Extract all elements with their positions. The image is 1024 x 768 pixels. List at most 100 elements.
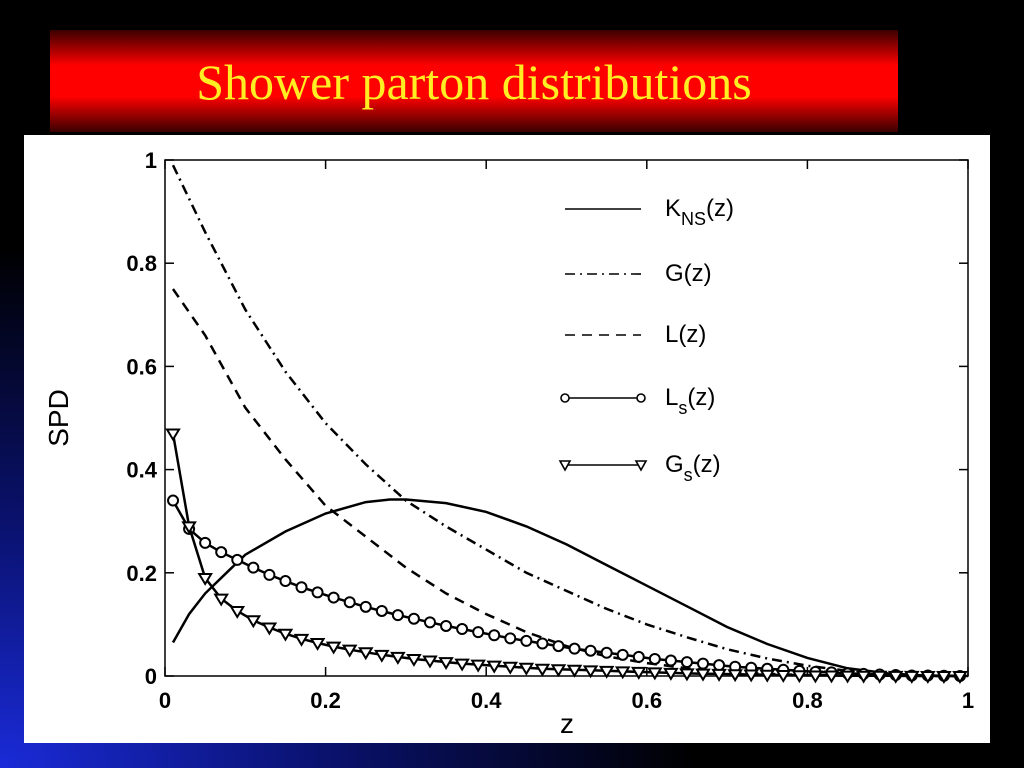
circle-marker bbox=[263, 568, 276, 581]
triangle-marker bbox=[422, 655, 438, 669]
triangle-marker bbox=[887, 670, 904, 684]
triangle-marker bbox=[823, 670, 840, 684]
triangle-marker bbox=[454, 658, 470, 672]
triangle-marker bbox=[679, 668, 695, 682]
triangle-marker bbox=[711, 668, 727, 682]
triangle-marker bbox=[165, 428, 181, 442]
y-tick-label: 0.4 bbox=[126, 458, 157, 483]
circle-marker bbox=[423, 616, 436, 629]
series-line bbox=[171, 164, 969, 678]
triangle-marker bbox=[293, 633, 310, 647]
circle-marker bbox=[713, 659, 726, 672]
x-tick-label: 0.8 bbox=[792, 688, 823, 713]
triangle-marker bbox=[904, 670, 920, 684]
triangle-marker bbox=[277, 628, 294, 642]
series-4 bbox=[165, 428, 968, 684]
triangle-marker bbox=[582, 665, 599, 679]
circle-marker bbox=[472, 626, 485, 639]
triangle-marker bbox=[534, 663, 551, 677]
series-line bbox=[171, 288, 968, 678]
x-tick-label: 0 bbox=[159, 688, 171, 713]
triangle-marker bbox=[631, 666, 647, 680]
circle-marker bbox=[584, 644, 597, 657]
circle-marker bbox=[520, 634, 533, 647]
y-tick-label: 1 bbox=[145, 148, 157, 173]
spd-chart: 0 0.2 0.4 0.6 0.8 1 0 0.2 0.4 0.6 0.8 1 KNS(z) G(z) L… bbox=[43, 148, 974, 739]
triangle-marker bbox=[727, 669, 743, 683]
series-layer bbox=[165, 164, 969, 684]
circle-marker bbox=[488, 629, 501, 642]
triangle-marker bbox=[213, 593, 229, 607]
series-2 bbox=[171, 288, 968, 678]
triangle-marker bbox=[438, 657, 454, 671]
plot-area-frame bbox=[164, 159, 969, 677]
circle-marker bbox=[632, 650, 645, 663]
circle-marker bbox=[359, 600, 372, 613]
circle-marker bbox=[215, 546, 228, 559]
triangle-marker bbox=[839, 670, 856, 684]
circle-marker bbox=[536, 637, 549, 650]
triangle-marker bbox=[759, 669, 776, 683]
circle-marker bbox=[407, 612, 420, 625]
triangle-marker bbox=[936, 671, 952, 684]
triangle-marker bbox=[807, 670, 824, 684]
circle-marker bbox=[697, 657, 710, 670]
circle-marker bbox=[664, 654, 677, 667]
triangle-marker bbox=[518, 662, 535, 676]
triangle-marker bbox=[341, 644, 358, 658]
circle-marker bbox=[327, 591, 340, 604]
triangle-marker bbox=[309, 637, 326, 651]
y-tick-label: 0.8 bbox=[126, 251, 157, 276]
triangle-marker bbox=[486, 660, 502, 674]
x-axis-label: z bbox=[560, 708, 574, 739]
triangle-marker bbox=[470, 659, 486, 673]
circle-marker bbox=[600, 646, 613, 659]
legend-label: G(z) bbox=[665, 260, 712, 287]
legend-item-3: Ls(z) bbox=[560, 384, 715, 418]
triangle-marker bbox=[357, 647, 374, 661]
circle-marker bbox=[279, 575, 292, 588]
circle-marker bbox=[680, 656, 693, 669]
circle-marker bbox=[311, 586, 324, 599]
triangle-marker bbox=[197, 572, 213, 586]
legend-item-4: Gs(z) bbox=[558, 451, 721, 485]
triangle-marker bbox=[743, 669, 759, 683]
y-axis-label: SPD bbox=[43, 389, 74, 447]
legend-label: L(z) bbox=[665, 321, 706, 348]
triangle-marker bbox=[181, 521, 197, 535]
triangle-marker bbox=[614, 666, 631, 680]
x-tick-label: 0.4 bbox=[471, 688, 502, 713]
triangle-marker bbox=[871, 670, 888, 684]
axis-ticks: 0 0.2 0.4 0.6 0.8 1 0 0.2 0.4 0.6 0.8 1 bbox=[126, 148, 974, 713]
title-banner: Shower parton distributions bbox=[50, 30, 898, 132]
circle-marker bbox=[504, 632, 517, 645]
circle-marker bbox=[375, 604, 388, 617]
legend-item-1: G(z) bbox=[565, 260, 712, 287]
triangle-marker bbox=[647, 667, 663, 681]
series-3 bbox=[167, 494, 966, 682]
triangle-marker bbox=[775, 669, 792, 683]
triangle-marker bbox=[791, 670, 808, 684]
triangle-marker bbox=[502, 661, 519, 675]
circle-marker bbox=[247, 561, 260, 574]
triangle-marker bbox=[325, 641, 342, 655]
circle-marker bbox=[456, 623, 469, 636]
x-tick-label: 0.6 bbox=[632, 688, 663, 713]
series-line bbox=[171, 499, 961, 678]
slide-title: Shower parton distributions bbox=[196, 54, 752, 110]
legend-item-0: KNS(z) bbox=[565, 195, 734, 229]
triangle-marker bbox=[920, 670, 936, 684]
triangle-marker bbox=[695, 668, 711, 682]
circle-marker bbox=[343, 596, 356, 609]
y-tick-label: 0.6 bbox=[126, 354, 157, 379]
series-line bbox=[171, 433, 960, 678]
triangle-marker bbox=[229, 605, 246, 619]
circle-marker bbox=[167, 494, 180, 507]
legend: KNS(z) G(z) L(z) Ls(z) Gs(z) bbox=[558, 195, 734, 485]
legend-label: KNS(z) bbox=[665, 195, 734, 229]
triangle-marker bbox=[245, 615, 262, 629]
circle-marker bbox=[295, 581, 308, 594]
legend-item-2: L(z) bbox=[565, 321, 706, 348]
legend-label: Ls(z) bbox=[665, 384, 715, 418]
triangle-marker bbox=[952, 671, 968, 684]
